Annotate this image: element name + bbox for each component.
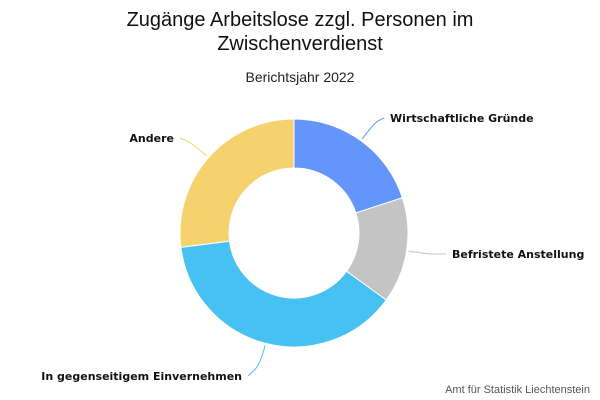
label-group: Wirtschaftliche Gründe Befristete Anstell… xyxy=(41,112,584,383)
chart-credits: Amt für Statistik Liechtenstein xyxy=(445,384,590,396)
label-befristete-anstellung: Befristete Anstellung xyxy=(452,248,584,261)
slice-group xyxy=(179,118,409,348)
label-in-gegenseitigem-einvernehmen: In gegenseitigem Einvernehmen xyxy=(41,370,242,383)
label-andere: Andere xyxy=(129,132,174,145)
slice-wirtschaftliche-gr-nde[interactable] xyxy=(293,118,404,214)
connector-wirtschaftliche-gr-nde xyxy=(361,117,385,140)
chart-subtitle: Berichtsjahr 2022 xyxy=(245,69,355,85)
chart-title-line1: Zugänge Arbeitslose zzgl. Personen im Zw… xyxy=(126,9,474,55)
slice-in-gegenseitigem-einvernehmen[interactable] xyxy=(180,240,387,348)
connector-group xyxy=(179,117,447,377)
connector-befristete-anstellung xyxy=(408,250,447,255)
label-wirtschaftliche-gr-nde: Wirtschaftliche Gründe xyxy=(390,112,534,125)
connector-in-gegenseitigem-einvernehmen xyxy=(247,345,266,377)
chart-title: Zugänge Arbeitslose zzgl. Personen im Zw… xyxy=(0,8,600,56)
slice-andere[interactable] xyxy=(179,118,295,248)
connector-andere xyxy=(179,137,208,157)
